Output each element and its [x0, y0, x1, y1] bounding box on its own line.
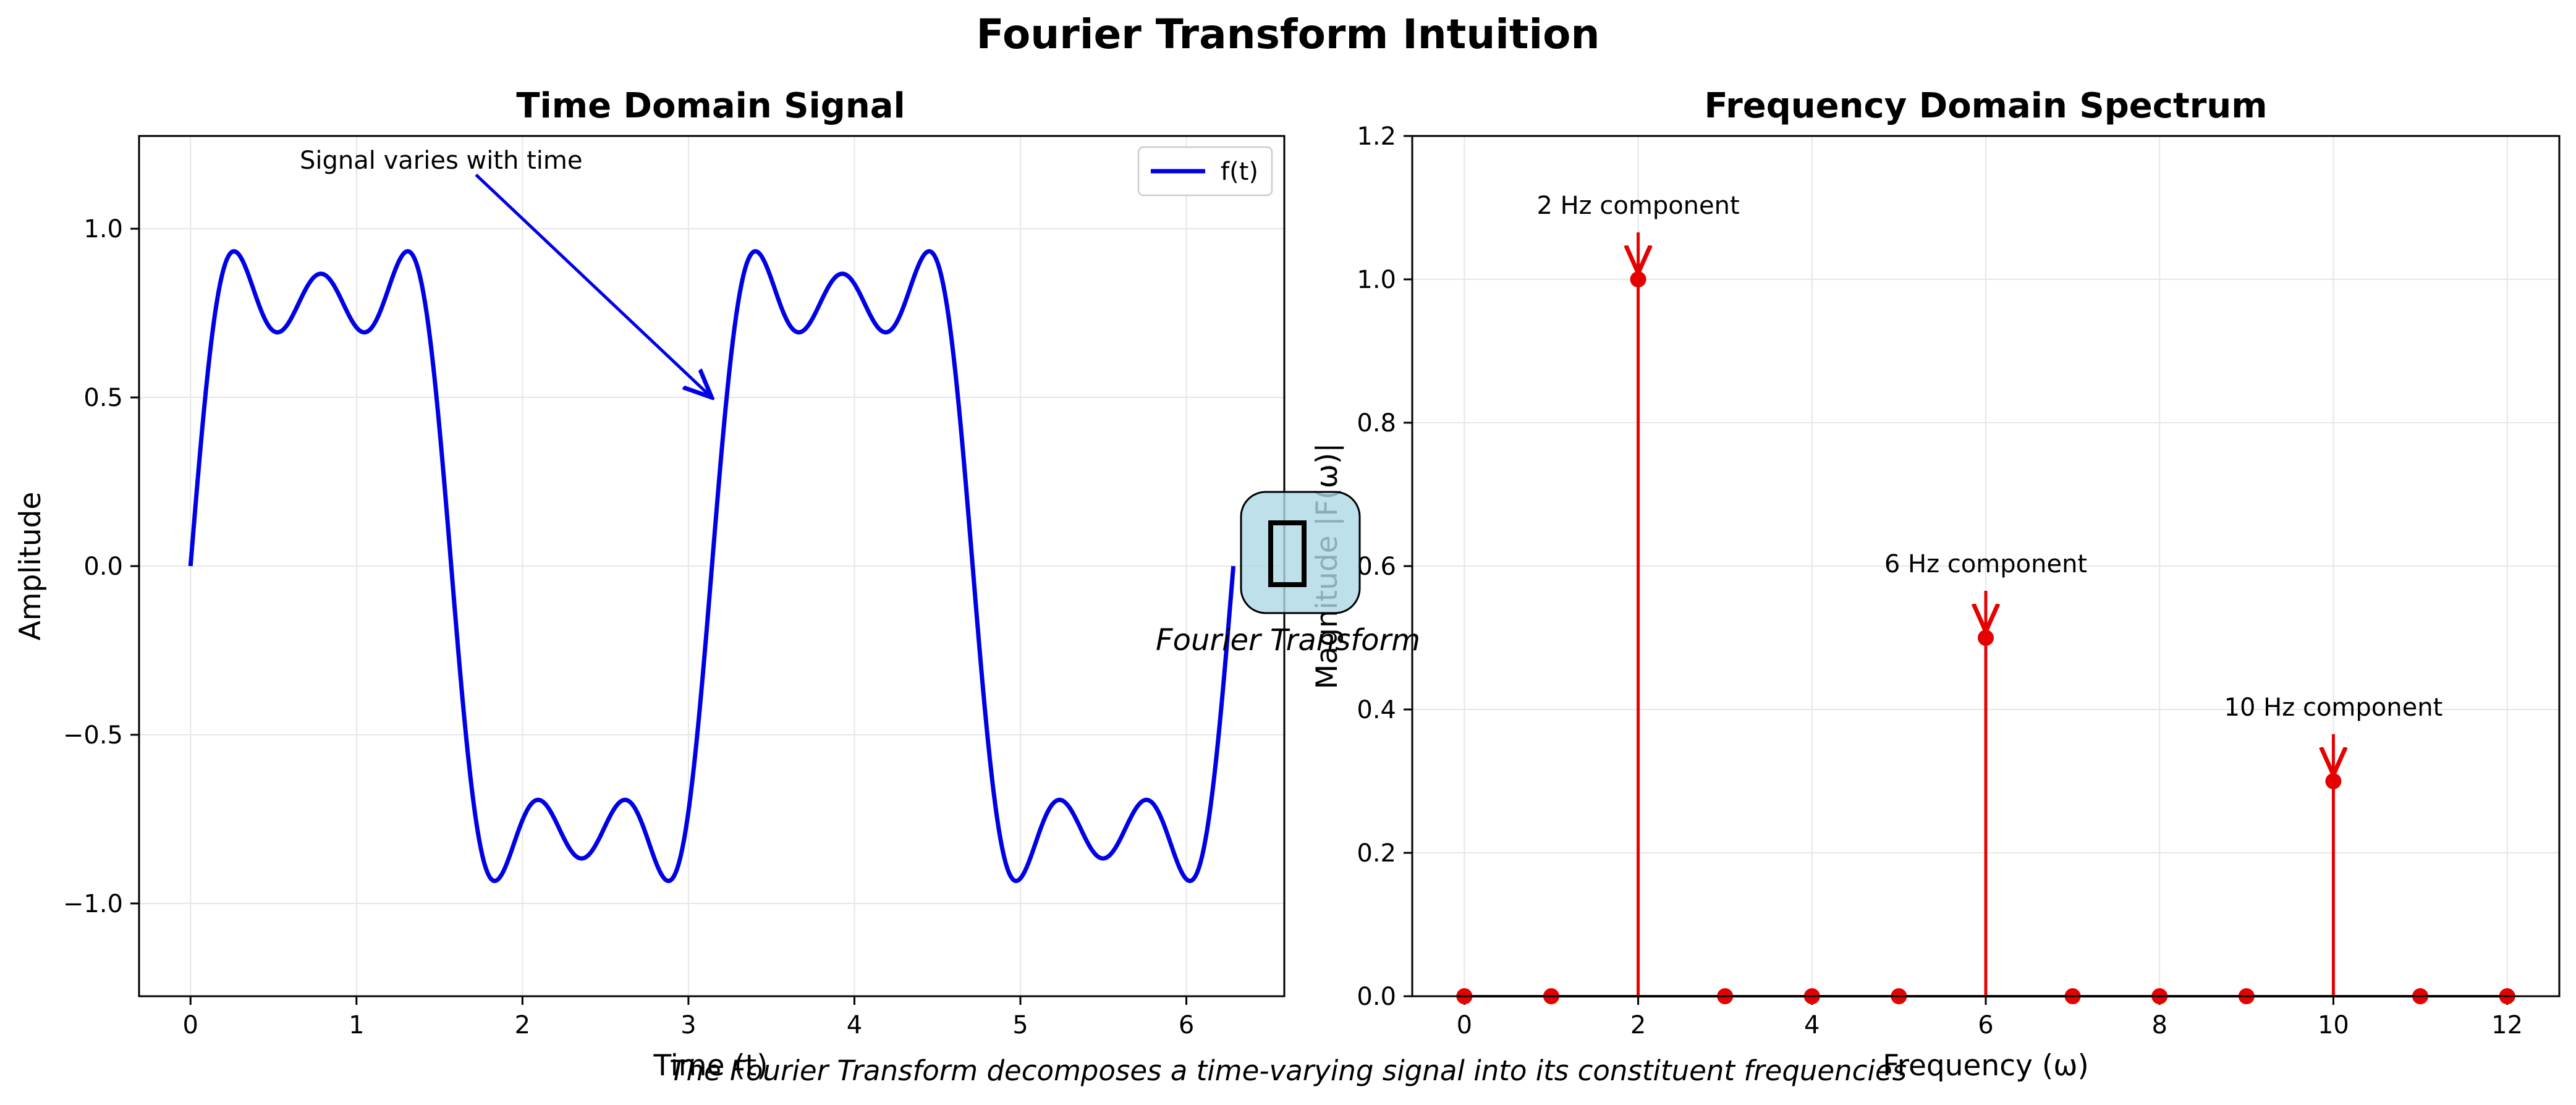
time-xlabel: Time (t): [653, 1049, 768, 1083]
time-ytick-label: −0.5: [63, 721, 123, 750]
freq-ytick-label: 0.8: [1357, 409, 1396, 438]
time-annotation-arrow: [475, 173, 711, 397]
fourier-transform-box: Fourier Transform: [1156, 491, 1420, 658]
freq-xtick-label: 6: [1978, 1011, 1993, 1039]
freq-xtick-label: 4: [1804, 1011, 1820, 1039]
freq-xtick-label: 2: [1630, 1011, 1646, 1039]
time-axis-ticks: 0 1 2 3 4 5 6 −1.0 −0.5 0.0 0.5 1.0: [63, 215, 1194, 1039]
freq-ytick-label: 1.2: [1357, 122, 1396, 151]
time-panel-title: Time Domain Signal: [516, 86, 905, 126]
time-ytick-label: −1.0: [63, 890, 123, 918]
legend-entry-ft: f(t): [1221, 158, 1258, 186]
frequency-xlabel: Frequency (ω): [1883, 1049, 2089, 1083]
freq-ytick-label: 0.0: [1357, 983, 1396, 1011]
time-grid: [139, 136, 1284, 996]
legend: f(t): [1137, 146, 1273, 197]
spectrum-annotation-text: 2 Hz component: [1536, 192, 1739, 220]
figure-caption: The Fourier Transform decomposes a time-…: [669, 1054, 1907, 1087]
signal-line: [188, 248, 1236, 884]
freq-xtick-label: 12: [2491, 1011, 2523, 1039]
transform-box: [1240, 491, 1361, 614]
frequency-axis-ticks: 0 2 4 6 8 10 12 0.0 0.2 0.4 0.6 0.8 1.0 1.2: [1357, 122, 2523, 1039]
time-xtick-label: 4: [847, 1011, 862, 1039]
time-annotation-text: Signal varies with time: [300, 146, 582, 175]
freq-ytick-label: 0.4: [1357, 696, 1396, 724]
spectrum-annotation-text: 10 Hz component: [2224, 693, 2443, 722]
spectrum-point: [1978, 630, 1994, 646]
freq-xtick-label: 0: [1457, 1011, 1472, 1039]
spectrum-annotation-text: 6 Hz component: [1884, 550, 2087, 578]
transform-label: Fourier Transform: [1156, 623, 1420, 658]
freq-xtick-label: 8: [2151, 1011, 2167, 1039]
time-xtick-label: 0: [183, 1011, 198, 1039]
freq-xtick-label: 10: [2318, 1011, 2349, 1039]
time-xtick-label: 5: [1012, 1011, 1028, 1039]
time-ytick-label: 0.5: [83, 384, 123, 412]
time-xtick-label: 3: [680, 1011, 696, 1039]
freq-ytick-label: 0.6: [1357, 552, 1396, 581]
spectrum-point: [2325, 773, 2342, 789]
time-annotation: Signal varies with time: [300, 146, 711, 397]
freq-ytick-label: 0.2: [1357, 839, 1396, 868]
time-ylabel: Amplitude: [14, 492, 48, 641]
missing-glyph-icon: [1268, 520, 1307, 587]
frequency-plot-frame: [1411, 135, 2561, 997]
spectrum-point: [1630, 271, 1646, 287]
frequency-domain-panel: Frequency Domain Spectrum 0 2 4 6 8 10 12 0.0 0.…: [1310, 86, 2561, 1083]
time-xtick-label: 6: [1179, 1011, 1194, 1039]
time-xtick-label: 1: [349, 1011, 364, 1039]
time-xtick-label: 2: [515, 1011, 530, 1039]
time-ytick-label: 1.0: [83, 215, 123, 243]
spectrum-annotations: 2 Hz component 6 Hz component 10 Hz compon…: [1536, 192, 2443, 775]
time-domain-panel: Time Domain Signal 0 1 2 3 4 5 6 −1.0 −0.5 0.0 0.5…: [14, 86, 1286, 1083]
frequency-panel-title: Frequency Domain Spectrum: [1704, 86, 2267, 126]
time-ytick-label: 0.0: [83, 552, 123, 581]
freq-ytick-label: 1.0: [1357, 266, 1396, 294]
figure-title: Fourier Transform Intuition: [977, 11, 1600, 58]
